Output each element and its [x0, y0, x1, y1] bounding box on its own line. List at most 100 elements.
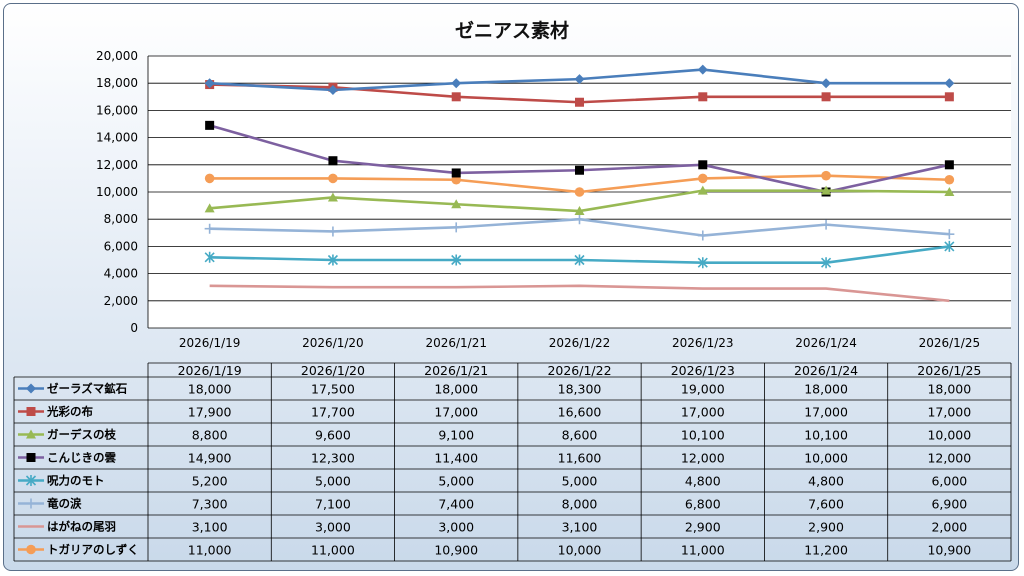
series-name: トガリアのしずく [47, 543, 139, 557]
x-tick-label: 2026/1/21 [425, 336, 487, 350]
data-point [697, 230, 708, 241]
table-header-date: 2026/1/19 [178, 363, 242, 378]
data-point [204, 223, 215, 234]
data-point [327, 192, 338, 202]
table-value: 12,300 [311, 451, 355, 466]
table-value: 8,800 [192, 428, 228, 443]
table-value: 7,300 [192, 497, 228, 512]
table-value: 17,000 [681, 405, 725, 420]
table-value: 11,000 [311, 543, 355, 558]
table-value: 10,000 [927, 428, 971, 443]
table-header-date: 2026/1/23 [671, 363, 735, 378]
data-point [26, 544, 36, 555]
data-point [25, 475, 37, 486]
data-point [944, 240, 955, 252]
data-point [574, 254, 585, 266]
table-value: 7,600 [808, 497, 844, 512]
x-tick-label: 2026/1/22 [549, 336, 611, 350]
y-tick-label: 16,000 [96, 103, 138, 117]
series-name: はがねの尾羽 [47, 520, 116, 534]
table-value: 3,000 [438, 520, 474, 535]
data-point [821, 185, 832, 195]
data-point [698, 160, 708, 170]
data-point [574, 214, 585, 225]
x-tick-label: 2026/1/19 [179, 336, 241, 350]
data-point [574, 187, 585, 197]
table-value: 4,800 [808, 474, 844, 489]
data-point [698, 92, 708, 102]
data-point [697, 64, 708, 75]
table-value: 17,900 [188, 405, 232, 420]
data-point [574, 74, 585, 85]
table-header-date: 2026/1/24 [794, 363, 858, 378]
table-value: 17,700 [311, 405, 355, 420]
data-point [204, 251, 215, 263]
series-name: 竜の涙 [47, 497, 82, 511]
series-name: ガーデスの枝 [47, 428, 116, 442]
data-point [944, 78, 955, 89]
series-name: こんじきの雲 [47, 451, 116, 465]
data-point [26, 429, 36, 439]
table-header-date: 2026/1/21 [424, 363, 488, 378]
series-name: 光彩の布 [46, 405, 93, 419]
data-point [327, 254, 338, 266]
x-tick-label: 2026/1/20 [302, 336, 364, 350]
y-tick-label: 0 [130, 321, 138, 335]
table-value: 11,200 [804, 543, 848, 558]
data-point [451, 254, 462, 266]
table-value: 4,800 [685, 474, 721, 489]
table-value: 7,400 [438, 497, 474, 512]
data-point [327, 226, 338, 237]
data-point [697, 257, 708, 269]
table-value: 5,200 [192, 474, 228, 489]
table-value: 18,000 [434, 382, 478, 397]
data-point [697, 185, 708, 195]
y-tick-label: 14,000 [96, 131, 138, 145]
data-point [26, 383, 36, 394]
data-point [821, 78, 832, 89]
table-value: 10,100 [804, 428, 848, 443]
table-value: 5,000 [315, 474, 351, 489]
table-value: 3,100 [562, 520, 598, 535]
table-value: 18,000 [804, 382, 848, 397]
y-tick-label: 2,000 [104, 294, 138, 308]
series-name: 呪力のモト [47, 474, 105, 488]
table-value: 9,100 [438, 428, 474, 443]
table-value: 17,500 [311, 382, 355, 397]
data-point [944, 229, 955, 240]
table-value: 6,000 [931, 474, 967, 489]
y-tick-label: 10,000 [96, 185, 138, 199]
series-name: ゼーラズマ鉱石 [47, 382, 127, 396]
data-point [26, 498, 36, 509]
data-point [26, 453, 36, 462]
data-point [451, 199, 462, 209]
data-point [451, 78, 462, 89]
data-point [944, 92, 954, 102]
table-value: 8,000 [562, 497, 598, 512]
table-header-date: 2026/1/20 [301, 363, 365, 378]
data-point [575, 165, 584, 175]
data-point [451, 92, 461, 102]
table-value: 5,000 [562, 474, 598, 489]
data-point [944, 174, 955, 185]
data-point [327, 85, 338, 95]
table-value: 18,000 [188, 382, 232, 397]
data-point [821, 219, 832, 230]
y-tick-label: 4,000 [104, 267, 138, 281]
x-tick-label: 2026/1/25 [919, 336, 981, 350]
table-value: 14,900 [188, 451, 232, 466]
y-tick-label: 8,000 [104, 212, 138, 226]
data-point [821, 257, 832, 269]
data-point [328, 173, 338, 184]
data-point [451, 222, 462, 233]
table-value: 18,000 [927, 382, 971, 397]
table-value: 11,000 [681, 543, 725, 558]
table-value: 9,600 [315, 428, 351, 443]
data-point [821, 170, 831, 181]
table-value: 11,400 [434, 451, 478, 466]
chart-frame: ゼニアス素材 0 2,000 4,000 6,000 8,000 10,000 12,000… [3, 3, 1019, 571]
data-point [574, 206, 585, 216]
table-value: 11,600 [558, 451, 602, 466]
series-line [209, 284, 950, 303]
data-point [944, 160, 954, 170]
